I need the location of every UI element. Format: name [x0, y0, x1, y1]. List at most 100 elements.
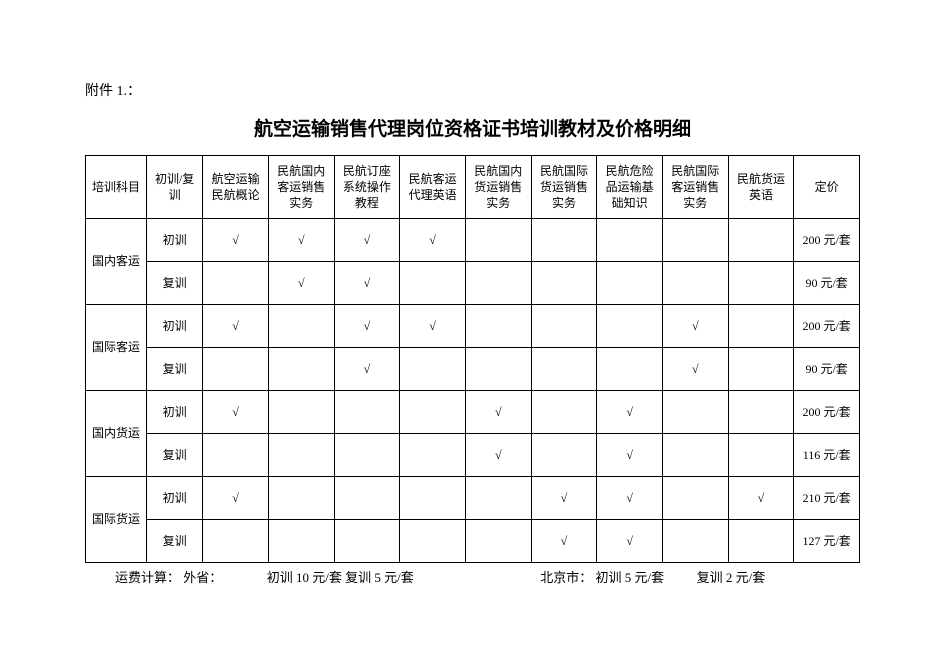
th-c6: 民航国际货运销售实务: [531, 156, 597, 219]
cell-mark: [400, 520, 466, 563]
cell-price: 116 元/套: [794, 434, 860, 477]
cell-mark: [728, 434, 794, 477]
cell-mark: √: [662, 305, 728, 348]
footer-wai: 外省：: [183, 570, 222, 585]
document-title: 航空运输销售代理岗位资格证书培训教材及价格明细: [85, 114, 860, 141]
table-row: 复训 √ √ 90 元/套: [86, 348, 860, 391]
cell-mark: [400, 262, 466, 305]
table-body: 国内客运初训√√√√200 元/套复训√√90 元/套国际客运初训√√√√200…: [86, 219, 860, 563]
pricing-table: 培训科目 初训/复训 航空运输民航概论 民航国内客运销售实务 民航订座系统操作教…: [85, 155, 860, 563]
cell-type: 初训: [146, 391, 202, 434]
th-c7: 民航危险品运输基础知识: [597, 156, 663, 219]
cell-mark: √: [334, 348, 400, 391]
cell-price: 90 元/套: [794, 348, 860, 391]
cell-mark: √: [465, 434, 531, 477]
cell-mark: [728, 391, 794, 434]
cell-mark: [334, 391, 400, 434]
cell-mark: [400, 391, 466, 434]
cell-mark: [662, 262, 728, 305]
cell-subject: 国际客运: [86, 305, 147, 391]
cell-mark: [268, 434, 334, 477]
footer-label: 运费计算：: [115, 570, 180, 585]
cell-mark: √: [268, 219, 334, 262]
cell-mark: [531, 348, 597, 391]
cell-mark: [465, 477, 531, 520]
cell-mark: [334, 520, 400, 563]
th-c4: 民航客运代理英语: [400, 156, 466, 219]
cell-type: 复训: [146, 348, 202, 391]
cell-mark: [531, 219, 597, 262]
cell-mark: [268, 520, 334, 563]
cell-mark: [268, 348, 334, 391]
cell-mark: [662, 520, 728, 563]
th-c2: 民航国内客运销售实务: [268, 156, 334, 219]
cell-mark: [662, 391, 728, 434]
th-subject: 培训科目: [86, 156, 147, 219]
cell-mark: [334, 434, 400, 477]
cell-mark: √: [203, 219, 269, 262]
cell-subject: 国内货运: [86, 391, 147, 477]
table-row: 复训√√90 元/套: [86, 262, 860, 305]
cell-mark: √: [597, 477, 663, 520]
cell-mark: [531, 434, 597, 477]
cell-mark: [465, 348, 531, 391]
cell-mark: [203, 520, 269, 563]
footer-bj-fu: 复训 2 元/套: [697, 570, 766, 585]
cell-mark: √: [400, 305, 466, 348]
cell-mark: √: [203, 477, 269, 520]
cell-mark: √: [597, 391, 663, 434]
cell-mark: [465, 305, 531, 348]
table-row: 复训 √√ 127 元/套: [86, 520, 860, 563]
cell-price: 200 元/套: [794, 305, 860, 348]
cell-mark: √: [728, 477, 794, 520]
footer-note: 运费计算： 外省： 初训 10 元/套 复训 5 元/套 北京市： 初训 5 元…: [85, 567, 860, 586]
cell-mark: [400, 434, 466, 477]
cell-mark: [400, 348, 466, 391]
cell-mark: [662, 219, 728, 262]
th-c8: 民航国际客运销售实务: [662, 156, 728, 219]
cell-mark: [728, 262, 794, 305]
cell-mark: √: [531, 477, 597, 520]
cell-mark: √: [531, 520, 597, 563]
cell-type: 复训: [146, 520, 202, 563]
cell-mark: [597, 305, 663, 348]
table-row: 国内客运初训√√√√200 元/套: [86, 219, 860, 262]
cell-type: 复训: [146, 434, 202, 477]
cell-mark: √: [334, 305, 400, 348]
cell-mark: [728, 219, 794, 262]
cell-mark: [728, 305, 794, 348]
table-header-row: 培训科目 初训/复训 航空运输民航概论 民航国内客运销售实务 民航订座系统操作教…: [86, 156, 860, 219]
table-row: 国内货运初训√√√200 元/套: [86, 391, 860, 434]
cell-mark: [203, 434, 269, 477]
cell-mark: √: [662, 348, 728, 391]
cell-mark: √: [400, 219, 466, 262]
cell-mark: [597, 262, 663, 305]
cell-mark: √: [268, 262, 334, 305]
cell-mark: [268, 477, 334, 520]
cell-mark: [531, 262, 597, 305]
cell-mark: √: [334, 219, 400, 262]
cell-mark: √: [465, 391, 531, 434]
cell-type: 初训: [146, 477, 202, 520]
th-c3: 民航订座系统操作教程: [334, 156, 400, 219]
cell-type: 初训: [146, 219, 202, 262]
cell-price: 127 元/套: [794, 520, 860, 563]
cell-mark: [597, 348, 663, 391]
th-c1: 航空运输民航概论: [203, 156, 269, 219]
th-price: 定价: [794, 156, 860, 219]
cell-subject: 国际货运: [86, 477, 147, 563]
attachment-label: 附件 1.：: [85, 80, 860, 100]
footer-wai-chu: 初训 10 元/套: [267, 570, 342, 585]
cell-type: 复训: [146, 262, 202, 305]
cell-mark: [268, 391, 334, 434]
th-type: 初训/复训: [146, 156, 202, 219]
cell-mark: [662, 434, 728, 477]
cell-mark: [597, 219, 663, 262]
cell-price: 210 元/套: [794, 477, 860, 520]
cell-mark: [465, 520, 531, 563]
cell-mark: √: [597, 520, 663, 563]
cell-mark: [662, 477, 728, 520]
table-row: 复训√√116 元/套: [86, 434, 860, 477]
cell-mark: [400, 477, 466, 520]
cell-price: 200 元/套: [794, 391, 860, 434]
